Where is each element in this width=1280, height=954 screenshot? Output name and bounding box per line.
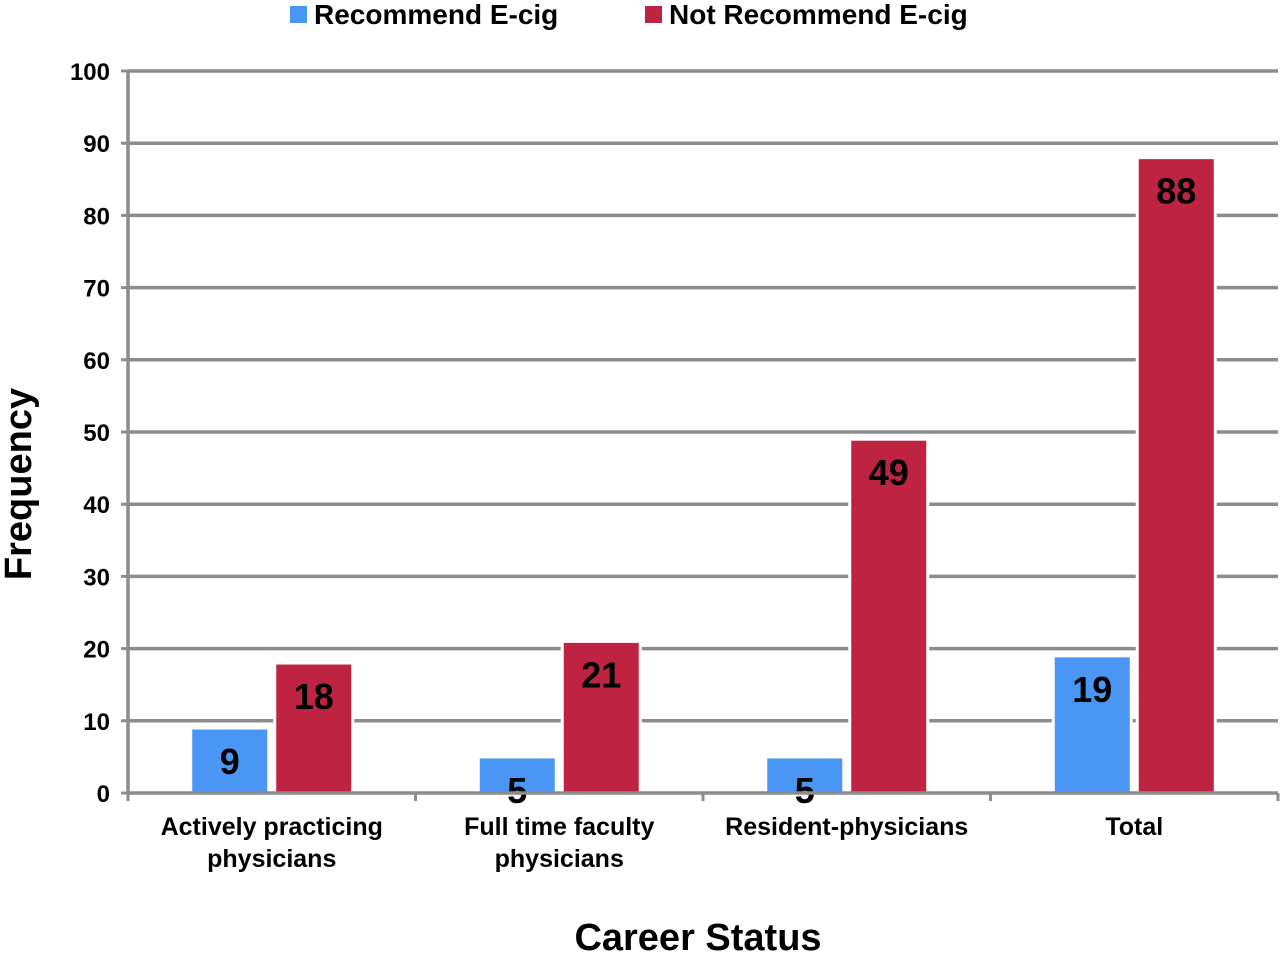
legend-swatch (290, 6, 307, 23)
bar (1051, 654, 1133, 795)
legend-label: Not Recommend E-cig (669, 0, 968, 30)
y-tick-label: 40 (83, 492, 110, 519)
x-category-label: Full time faculty (464, 813, 654, 841)
bars: 9 5 5 19 18 21 49 88 (189, 156, 1217, 811)
data-label: 9 (220, 741, 240, 782)
y-tick-label: 80 (83, 203, 110, 230)
y-tick-label: 100 (70, 59, 110, 86)
bar (189, 726, 271, 795)
x-category-label: Resident-physicians (725, 813, 968, 841)
y-tick-label: 20 (83, 637, 110, 664)
bar (1135, 156, 1217, 795)
y-tick-label: 10 (83, 709, 110, 736)
data-label: 19 (1072, 669, 1112, 710)
legend: Recommend E-cig Not Recommend E-cig (290, 0, 968, 30)
y-tick-label: 90 (83, 131, 110, 158)
x-category-label: physicians (495, 845, 624, 873)
data-label: 18 (294, 676, 334, 717)
x-axis-categories: Actively practicing physicians Full time f… (161, 813, 1164, 873)
bar (273, 661, 355, 795)
y-tick-label: 30 (83, 564, 110, 591)
data-label: 88 (1156, 171, 1196, 212)
x-category-label: Total (1105, 813, 1163, 841)
y-tick-label: 50 (83, 420, 110, 447)
legend-label: Recommend E-cig (314, 0, 558, 30)
legend-swatch (645, 6, 662, 23)
data-label: 5 (507, 770, 527, 811)
axes (126, 71, 1280, 801)
x-category-label: physicians (207, 845, 336, 873)
gridlines (128, 69, 1278, 723)
y-axis-ticks: 0 10 20 30 40 50 60 70 80 90 100 (70, 59, 128, 808)
y-tick-label: 70 (83, 276, 110, 303)
bar (848, 437, 930, 795)
y-tick-label: 60 (83, 348, 110, 375)
y-tick-label: 0 (97, 781, 110, 808)
bar (764, 755, 846, 795)
y-axis-title: Frequency (0, 388, 40, 580)
data-label: 5 (795, 770, 815, 811)
x-axis-title: Career Status (574, 917, 821, 954)
x-category-label: Actively practicing (161, 813, 383, 841)
data-label: 21 (581, 654, 621, 695)
data-label: 49 (869, 452, 909, 493)
